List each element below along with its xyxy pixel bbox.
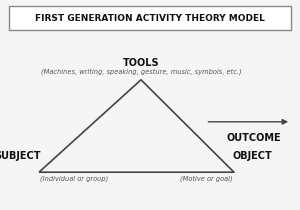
Text: OUTCOME: OUTCOME xyxy=(226,133,281,143)
Text: (Motive or goal): (Motive or goal) xyxy=(180,175,232,182)
FancyBboxPatch shape xyxy=(9,6,291,30)
Text: OBJECT: OBJECT xyxy=(232,151,272,161)
Text: TOOLS: TOOLS xyxy=(123,58,159,68)
Text: FIRST GENERATION ACTIVITY THEORY MODEL: FIRST GENERATION ACTIVITY THEORY MODEL xyxy=(35,14,265,23)
Text: SUBJECT: SUBJECT xyxy=(0,151,40,161)
Text: (Machines, writing, speaking, gesture, music, symbols, etc.): (Machines, writing, speaking, gesture, m… xyxy=(41,69,241,75)
Text: (Individual or group): (Individual or group) xyxy=(40,175,109,182)
